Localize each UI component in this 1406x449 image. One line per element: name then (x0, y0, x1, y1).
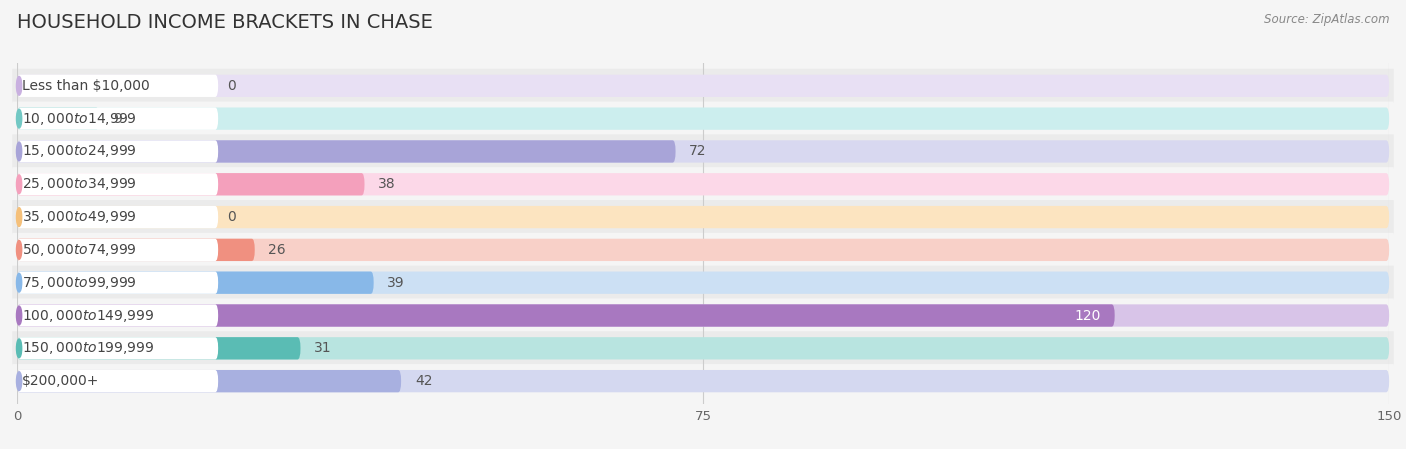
FancyBboxPatch shape (17, 370, 218, 392)
FancyBboxPatch shape (17, 272, 1389, 294)
Circle shape (17, 241, 21, 259)
FancyBboxPatch shape (13, 331, 1393, 365)
Text: HOUSEHOLD INCOME BRACKETS IN CHASE: HOUSEHOLD INCOME BRACKETS IN CHASE (17, 13, 433, 32)
Text: 120: 120 (1074, 308, 1101, 322)
FancyBboxPatch shape (17, 75, 1389, 97)
FancyBboxPatch shape (17, 370, 1389, 392)
Text: $200,000+: $200,000+ (22, 374, 100, 388)
FancyBboxPatch shape (17, 272, 218, 294)
Text: 72: 72 (689, 145, 707, 158)
FancyBboxPatch shape (13, 364, 1393, 398)
FancyBboxPatch shape (17, 140, 675, 163)
Circle shape (17, 306, 21, 325)
FancyBboxPatch shape (17, 239, 254, 261)
Circle shape (17, 142, 21, 161)
Text: Source: ZipAtlas.com: Source: ZipAtlas.com (1264, 13, 1389, 26)
FancyBboxPatch shape (17, 337, 1389, 360)
Text: $100,000 to $149,999: $100,000 to $149,999 (22, 308, 155, 324)
Text: 0: 0 (228, 210, 236, 224)
FancyBboxPatch shape (17, 140, 1389, 163)
FancyBboxPatch shape (17, 304, 1115, 327)
FancyBboxPatch shape (17, 140, 218, 163)
FancyBboxPatch shape (17, 272, 374, 294)
FancyBboxPatch shape (17, 107, 218, 130)
Text: 31: 31 (314, 341, 332, 355)
FancyBboxPatch shape (17, 239, 218, 261)
Text: $75,000 to $99,999: $75,000 to $99,999 (22, 275, 136, 291)
FancyBboxPatch shape (17, 304, 1389, 327)
FancyBboxPatch shape (17, 304, 218, 327)
FancyBboxPatch shape (13, 233, 1393, 267)
Text: $50,000 to $74,999: $50,000 to $74,999 (22, 242, 136, 258)
Circle shape (17, 273, 21, 292)
FancyBboxPatch shape (13, 101, 1393, 136)
Circle shape (17, 208, 21, 226)
FancyBboxPatch shape (17, 75, 218, 97)
Text: $25,000 to $34,999: $25,000 to $34,999 (22, 176, 136, 192)
Circle shape (17, 76, 21, 95)
FancyBboxPatch shape (13, 266, 1393, 300)
FancyBboxPatch shape (17, 337, 218, 360)
FancyBboxPatch shape (17, 173, 1389, 195)
Text: $15,000 to $24,999: $15,000 to $24,999 (22, 143, 136, 159)
FancyBboxPatch shape (17, 239, 1389, 261)
FancyBboxPatch shape (13, 134, 1393, 168)
Text: 26: 26 (269, 243, 285, 257)
Text: 42: 42 (415, 374, 432, 388)
FancyBboxPatch shape (17, 107, 100, 130)
Text: Less than $10,000: Less than $10,000 (22, 79, 150, 93)
FancyBboxPatch shape (17, 206, 218, 228)
Text: 9: 9 (112, 112, 122, 126)
Text: $35,000 to $49,999: $35,000 to $49,999 (22, 209, 136, 225)
FancyBboxPatch shape (13, 69, 1393, 103)
Text: 0: 0 (228, 79, 236, 93)
FancyBboxPatch shape (17, 173, 364, 195)
FancyBboxPatch shape (17, 206, 1389, 228)
Circle shape (17, 339, 21, 358)
FancyBboxPatch shape (13, 299, 1393, 333)
Text: $150,000 to $199,999: $150,000 to $199,999 (22, 340, 155, 357)
FancyBboxPatch shape (13, 167, 1393, 201)
Text: 38: 38 (378, 177, 396, 191)
Text: $10,000 to $14,999: $10,000 to $14,999 (22, 110, 136, 127)
FancyBboxPatch shape (17, 107, 1389, 130)
FancyBboxPatch shape (17, 370, 401, 392)
FancyBboxPatch shape (13, 200, 1393, 234)
Circle shape (17, 175, 21, 194)
FancyBboxPatch shape (17, 173, 218, 195)
Text: 39: 39 (388, 276, 405, 290)
FancyBboxPatch shape (17, 337, 301, 360)
Circle shape (17, 372, 21, 391)
Circle shape (17, 109, 21, 128)
